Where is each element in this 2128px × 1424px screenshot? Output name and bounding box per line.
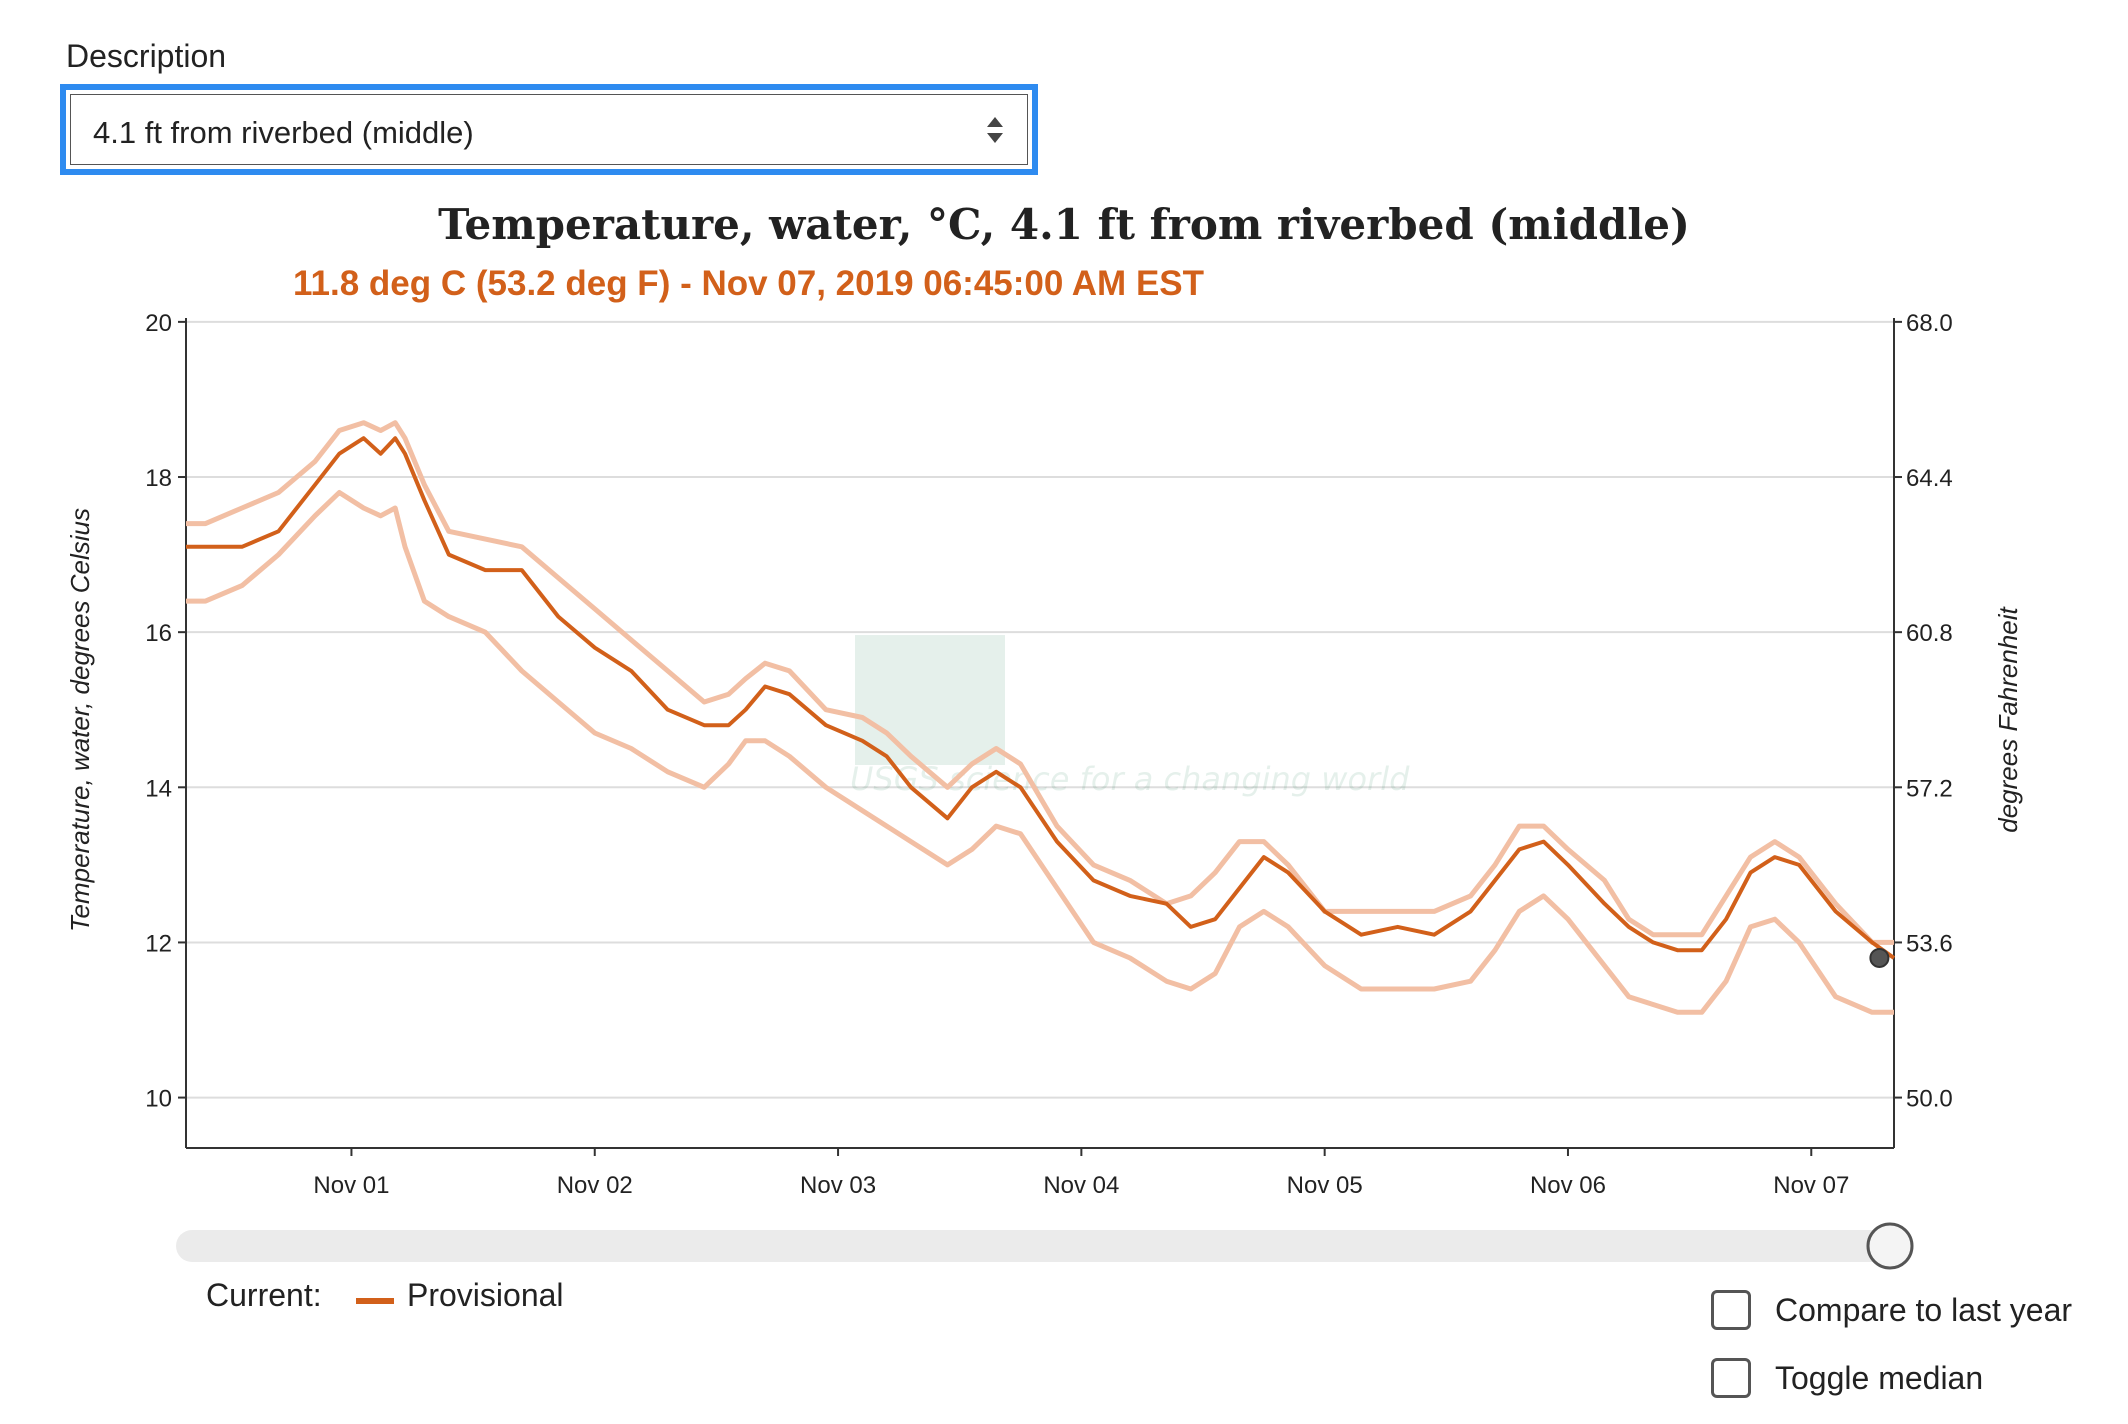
x-tick-label: Nov 05	[1287, 1172, 1363, 1199]
y2-tick-label: 60.8	[1906, 620, 1953, 647]
y-axis-label: Temperature, water, degrees Celsius	[65, 508, 95, 932]
series-lower-envelope	[186, 490, 1894, 1015]
select-value: 4.1 ft from riverbed (middle)	[93, 115, 474, 150]
chart-title: Temperature, water, °C, 4.1 ft from rive…	[438, 200, 1690, 249]
x-tick-label: Nov 01	[313, 1172, 389, 1199]
y-tick-label: 18	[145, 465, 172, 492]
y2-tick-label: 64.4	[1906, 465, 1953, 492]
select-caret-icon	[987, 117, 1003, 143]
y2-tick-label: 68.0	[1906, 310, 1953, 337]
median-checkbox[interactable]	[1711, 1358, 1751, 1398]
x-tick-label: Nov 02	[557, 1172, 633, 1199]
series-provisional-line	[186, 436, 1896, 960]
chart-subtitle: 11.8 deg C (53.2 deg F) - Nov 07, 2019 0…	[293, 264, 1205, 303]
y-tick-label: 16	[145, 620, 172, 647]
y-tick-label: 14	[145, 775, 172, 802]
axes	[178, 318, 1902, 1156]
median-label: Toggle median	[1775, 1360, 1984, 1396]
grid-lines	[186, 320, 1894, 1099]
x-tick-label: Nov 07	[1773, 1172, 1849, 1199]
x-tick-label: Nov 04	[1043, 1172, 1119, 1199]
legend-series-label: Provisional	[407, 1277, 564, 1313]
y-tick-label: 10	[145, 1086, 172, 1113]
y-tick-label: 20	[145, 310, 172, 337]
usgs-watermark: USGS science for a changing world	[850, 635, 1410, 798]
y-tick-label: 12	[145, 930, 172, 957]
usgs-logo-waves-icon	[855, 635, 1005, 765]
y2-tick-label: 53.6	[1906, 930, 1953, 957]
description-label: Description	[66, 38, 227, 74]
legend-swatch	[356, 1298, 394, 1304]
x-tick-label: Nov 06	[1530, 1172, 1606, 1199]
description-select[interactable]: 4.1 ft from riverbed (middle)	[60, 84, 1038, 175]
y2-tick-label: 50.0	[1906, 1086, 1953, 1113]
time-slider-handle[interactable]	[1866, 1222, 1914, 1270]
series-upper-envelope	[186, 420, 1894, 945]
compare-label: Compare to last year	[1775, 1292, 2073, 1328]
tick-labels: 10 50.0 12 53.6 14 57.2 16 60.8 18 64.4 20 68.0 Nov …	[145, 310, 1952, 1199]
legend-label: Current:	[206, 1277, 322, 1313]
compare-checkbox[interactable]	[1711, 1290, 1751, 1330]
select-field[interactable]: 4.1 ft from riverbed (middle)	[70, 94, 1028, 165]
series	[186, 420, 1896, 1015]
x-tick-label: Nov 03	[800, 1172, 876, 1199]
current-point-marker	[1869, 947, 1890, 968]
y2-tick-label: 57.2	[1906, 775, 1953, 802]
time-slider-track[interactable]	[176, 1230, 1892, 1262]
usgs-logo-text: USGS science for a changing world	[850, 760, 1410, 798]
y2-axis-label: degrees Fahrenheit	[1993, 605, 2023, 832]
